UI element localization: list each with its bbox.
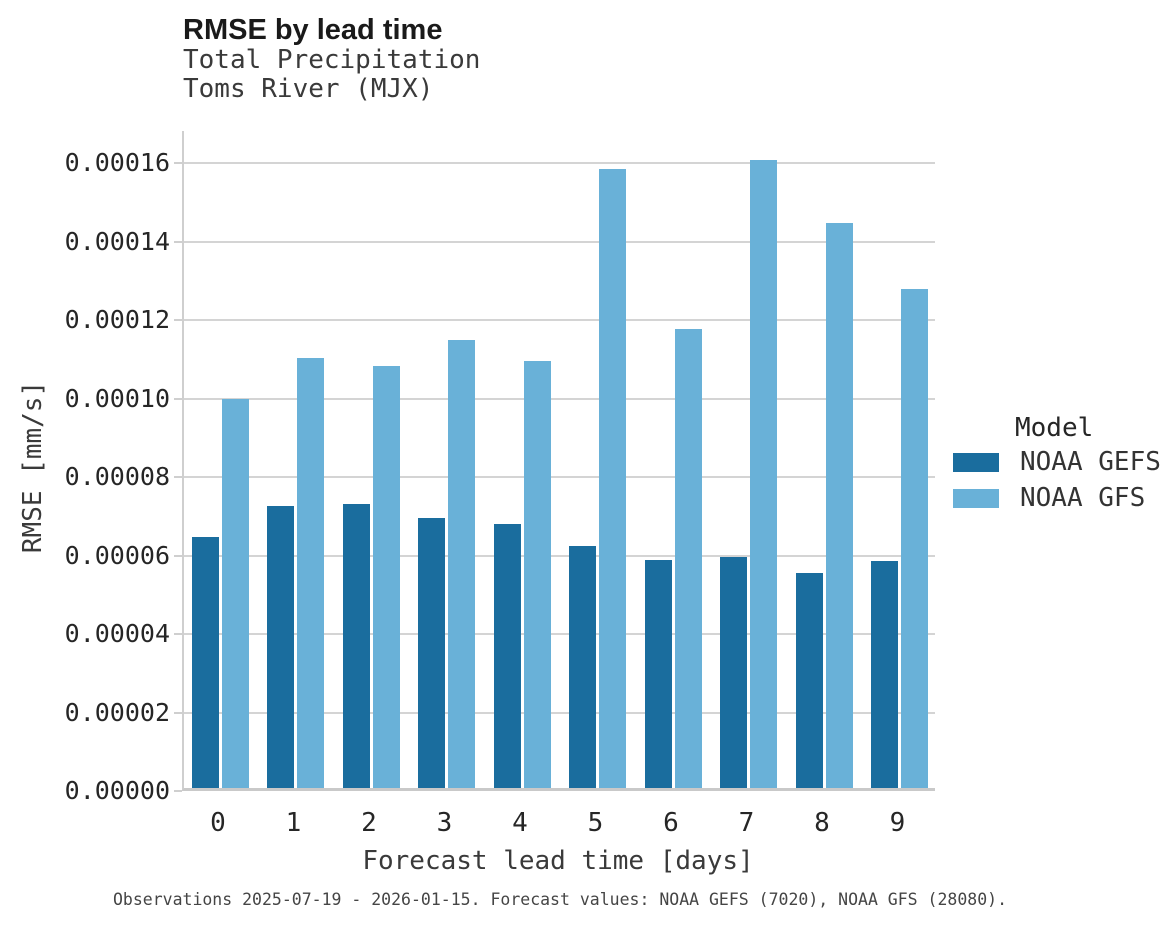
chart-subtitle-station: Toms River (MJX) — [183, 74, 434, 104]
gridline — [184, 711, 935, 714]
chart-title: RMSE by lead time — [183, 14, 443, 46]
y-tick-label: 0.00004 — [64, 619, 170, 649]
y-tick-label: 0.00010 — [64, 383, 170, 413]
legend-swatch — [953, 452, 999, 472]
y-tick-mark — [174, 633, 182, 636]
bar-gfs-day-5 — [599, 169, 626, 788]
legend-rows: NOAA GEFS NOAA GFS — [953, 444, 1161, 516]
bar-gefs-day-8 — [795, 572, 823, 788]
gridline — [184, 319, 935, 322]
bar-gfs-day-9 — [901, 289, 928, 788]
y-tick-mark — [174, 397, 182, 400]
bar-gefs-day-7 — [720, 556, 747, 788]
bar-gfs-day-0 — [221, 398, 249, 788]
bar-gefs-day-6 — [644, 560, 672, 788]
x-tick-label: 3 — [436, 808, 453, 838]
x-tick-label: 8 — [814, 808, 830, 838]
gridline — [184, 397, 935, 400]
bar-gefs-day-3 — [418, 518, 445, 788]
y-tick-label: 0.00012 — [64, 305, 170, 335]
bar-group-day-4 — [493, 131, 551, 788]
y-tick-label: 0.00000 — [64, 776, 170, 805]
legend-item-noaa-gfs: NOAA GFS — [953, 480, 1161, 516]
x-tick-label: 7 — [738, 808, 755, 838]
bar-group-day-1 — [267, 131, 324, 788]
caption: Observations 2025-07-19 - 2026-01-15. Fo… — [112, 890, 1008, 909]
legend-swatch — [953, 488, 999, 508]
gridline — [184, 162, 935, 165]
gridline — [184, 240, 935, 243]
bar-group-day-2 — [342, 131, 400, 788]
legend: Model NOAA GEFS NOAA GFS — [953, 412, 1161, 516]
chart-subtitle-variable: Total Precipitation — [183, 45, 481, 75]
y-tick-mark — [174, 711, 182, 714]
y-tick-mark — [174, 476, 182, 479]
bar-group-day-6 — [644, 131, 702, 788]
x-tick-label: 9 — [889, 808, 906, 838]
bar-gfs-day-2 — [372, 366, 400, 788]
bar-gefs-day-5 — [569, 545, 596, 788]
bar-group-day-0 — [191, 131, 249, 788]
x-tick-label: 2 — [361, 808, 377, 838]
x-tick-label: 5 — [587, 808, 604, 838]
plot-area — [182, 131, 935, 791]
x-axis-title: Forecast lead time [days] — [362, 846, 754, 876]
bar-gefs-day-9 — [871, 561, 898, 788]
y-tick-label: 0.00002 — [64, 697, 170, 727]
bar-gfs-day-7 — [750, 160, 777, 788]
y-tick-mark — [174, 319, 182, 322]
y-tick-mark — [174, 162, 182, 165]
bar-group-day-7 — [720, 131, 777, 788]
legend-title: Model — [1015, 413, 1094, 443]
bar-gfs-day-3 — [448, 340, 475, 788]
bar-gefs-day-4 — [493, 523, 521, 788]
y-tick-label: 0.00014 — [64, 226, 170, 256]
gridline — [184, 476, 935, 479]
gridline — [184, 554, 935, 557]
bar-gfs-day-1 — [297, 357, 324, 788]
x-tick-label: 0 — [210, 808, 226, 838]
bar-group-day-5 — [569, 131, 626, 788]
bar-gfs-day-4 — [523, 361, 551, 788]
chart-header: RMSE by lead time Total Precipitation To… — [183, 14, 480, 104]
bar-gfs-day-8 — [825, 222, 853, 788]
legend-label: NOAA GFS — [1020, 483, 1146, 513]
legend-item-noaa-gefs: NOAA GEFS — [953, 444, 1161, 480]
x-tick-label: 1 — [285, 808, 302, 838]
bar-gefs-day-0 — [191, 537, 219, 788]
y-tick-mark — [174, 554, 182, 557]
bar-gefs-day-1 — [267, 506, 294, 788]
legend-label: NOAA GEFS — [1020, 447, 1161, 477]
gridline — [184, 633, 935, 636]
bar-gefs-day-2 — [342, 503, 370, 788]
x-tick-label: 4 — [512, 808, 528, 838]
bar-group-day-3 — [418, 131, 475, 788]
y-tick-label: 0.00008 — [64, 462, 170, 492]
bar-group-day-9 — [871, 131, 928, 788]
y-tick-label: 0.00006 — [64, 540, 170, 570]
y-tick-mark — [174, 790, 182, 792]
bar-gfs-day-6 — [674, 329, 702, 788]
y-tick-mark — [174, 240, 182, 243]
y-tick-label: 0.00016 — [64, 148, 170, 178]
bar-group-day-8 — [795, 131, 853, 788]
x-tick-label: 6 — [663, 808, 679, 838]
